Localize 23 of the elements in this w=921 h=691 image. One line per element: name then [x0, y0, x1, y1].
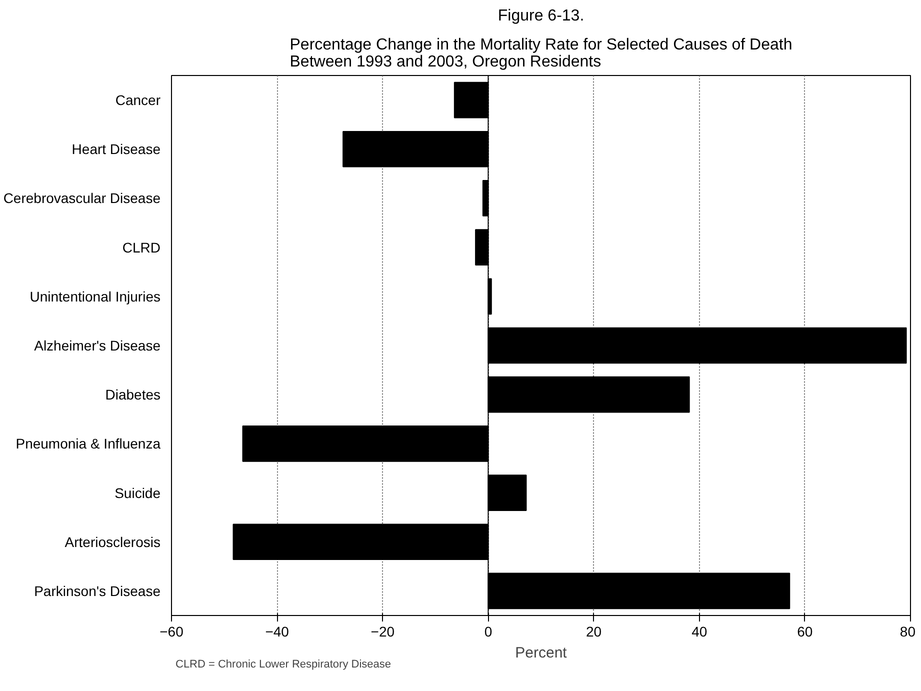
y-tick-label: Alzheimer's Disease — [34, 338, 161, 354]
y-tick-label: Cerebrovascular Disease — [3, 190, 161, 206]
y-tick-label: Arteriosclerosis — [64, 534, 161, 550]
x-tick-label: −60 — [160, 624, 184, 640]
x-tick-label: 60 — [797, 624, 813, 640]
y-tick-label: Pneumonia & Influenza — [16, 436, 161, 452]
y-tick-label: Heart Disease — [72, 141, 161, 158]
chart-title: Figure 6-13. — [498, 8, 584, 24]
x-tick-label: 0 — [484, 624, 492, 640]
y-tick-label: Suicide — [114, 484, 161, 501]
x-axis-title: Percent — [515, 644, 568, 662]
x-tick-label: 20 — [586, 624, 602, 640]
y-tick-label: Unintentional Injuries — [30, 288, 161, 304]
x-tick-label: 80 — [900, 624, 916, 640]
x-tick-label: 40 — [692, 624, 708, 640]
y-tick-label: CLRD — [122, 239, 161, 256]
y-tick-label: Parkinson's Disease — [34, 582, 161, 599]
y-tick-label: Diabetes — [105, 386, 161, 403]
x-tick-label: −40 — [265, 624, 290, 640]
y-tick-label: Cancer — [115, 92, 161, 108]
chart-subtitle: Percentage Change in the Mortality Rate for Selected Causes of Death Between 1993 and 2003, Oregon Residents — [290, 36, 792, 70]
text: CLRD = Chronic Lower Respiratory Disease — [176, 658, 391, 670]
x-tick-label: −20 — [370, 624, 395, 640]
